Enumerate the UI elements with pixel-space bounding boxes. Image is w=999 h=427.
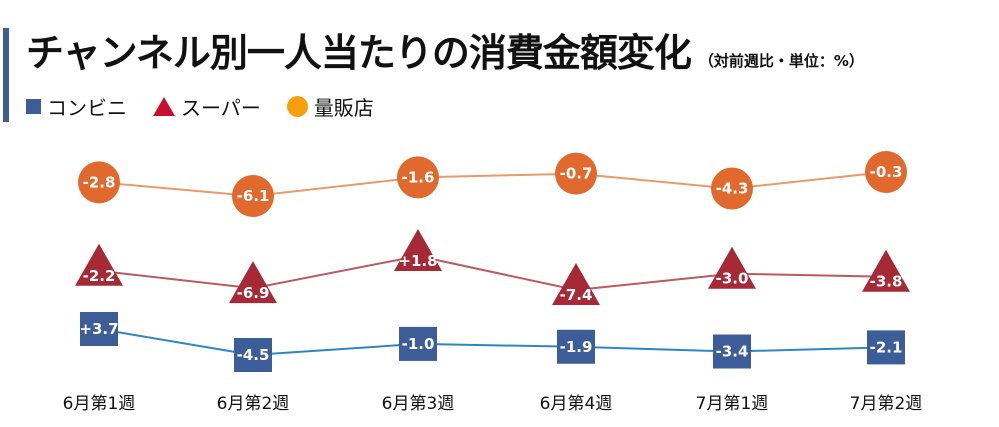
marker-super-2 — [229, 261, 277, 304]
legend-item-ryohanten: 量販店 — [286, 92, 374, 121]
data-label-conveni-2: -4.5 — [237, 346, 270, 364]
marker-conveni-4 — [557, 329, 595, 364]
legend-triangle-icon — [153, 97, 175, 116]
data-label-conveni-4: -1.9 — [560, 338, 593, 356]
accent-bar — [3, 28, 9, 122]
data-label-super-3: +1.8 — [398, 252, 437, 270]
chart-title: チャンネル別一人当たりの消費金額変化 （対前週比・単位：%） — [26, 22, 864, 77]
marker-ryohanten-5 — [711, 167, 753, 210]
series-line-conveni — [98, 328, 887, 357]
chart-unit-note: （対前週比・単位：%） — [698, 52, 864, 70]
marker-conveni-1 — [80, 312, 118, 346]
data-label-ryohanten-6: -0.3 — [870, 163, 903, 181]
marker-ryohanten-6 — [865, 151, 907, 193]
data-label-ryohanten-4: -0.7 — [560, 165, 593, 183]
marker-super-3 — [394, 229, 442, 271]
chart-title-main: チャンネル別一人当たりの消費金額変化 — [26, 31, 692, 75]
marker-ryohanten-1 — [78, 161, 120, 204]
data-label-conveni-3: -1.0 — [402, 335, 435, 353]
series-line-ryohanten — [98, 171, 887, 198]
legend-square-icon — [26, 99, 41, 114]
marker-super-1 — [75, 243, 123, 286]
data-label-conveni-6: -2.1 — [870, 338, 903, 356]
data-label-ryohanten-3: -1.6 — [402, 168, 435, 186]
legend-circle-icon — [286, 96, 308, 117]
series-line-super — [98, 254, 887, 292]
marker-ryohanten-2 — [232, 175, 274, 217]
data-label-ryohanten-1: -2.8 — [83, 173, 116, 191]
x-tick-label-6: 7月第2週 — [850, 394, 923, 414]
legend-label-super: スーパー — [181, 96, 261, 120]
marker-super-4 — [552, 263, 600, 305]
data-label-super-2: -6.9 — [237, 284, 270, 302]
data-label-conveni-5: -3.4 — [716, 343, 749, 361]
marker-ryohanten-4 — [555, 152, 597, 195]
data-label-super-1: -2.2 — [83, 267, 116, 285]
data-label-super-6: -3.8 — [870, 273, 903, 291]
data-label-super-5: -3.0 — [716, 270, 749, 288]
legend-label-conveni: コンビニ — [47, 96, 127, 120]
marker-conveni-6 — [867, 330, 905, 365]
x-tick-label-1: 6月第1週 — [63, 394, 136, 414]
x-tick-label-4: 6月第4週 — [540, 394, 613, 414]
data-label-ryohanten-2: -6.1 — [237, 187, 270, 205]
legend: コンビニ スーパー 量販店 — [26, 92, 400, 121]
marker-conveni-2 — [234, 338, 272, 372]
legend-label-ryohanten: 量販店 — [313, 96, 374, 120]
marker-conveni-5 — [713, 334, 751, 369]
legend-item-conveni: コンビニ — [26, 92, 127, 121]
x-tick-label-3: 6月第3週 — [382, 394, 455, 414]
marker-conveni-3 — [399, 326, 437, 361]
marker-ryohanten-3 — [397, 156, 439, 199]
x-tick-label-5: 7月第1週 — [696, 394, 769, 414]
data-label-ryohanten-5: -4.3 — [716, 180, 749, 198]
data-label-conveni-1: +3.7 — [79, 320, 118, 338]
marker-super-6 — [862, 249, 910, 292]
marker-super-5 — [708, 246, 756, 289]
x-tick-label-2: 6月第2週 — [217, 394, 290, 414]
legend-item-super: スーパー — [153, 92, 261, 121]
data-label-super-4: -7.4 — [560, 286, 593, 304]
